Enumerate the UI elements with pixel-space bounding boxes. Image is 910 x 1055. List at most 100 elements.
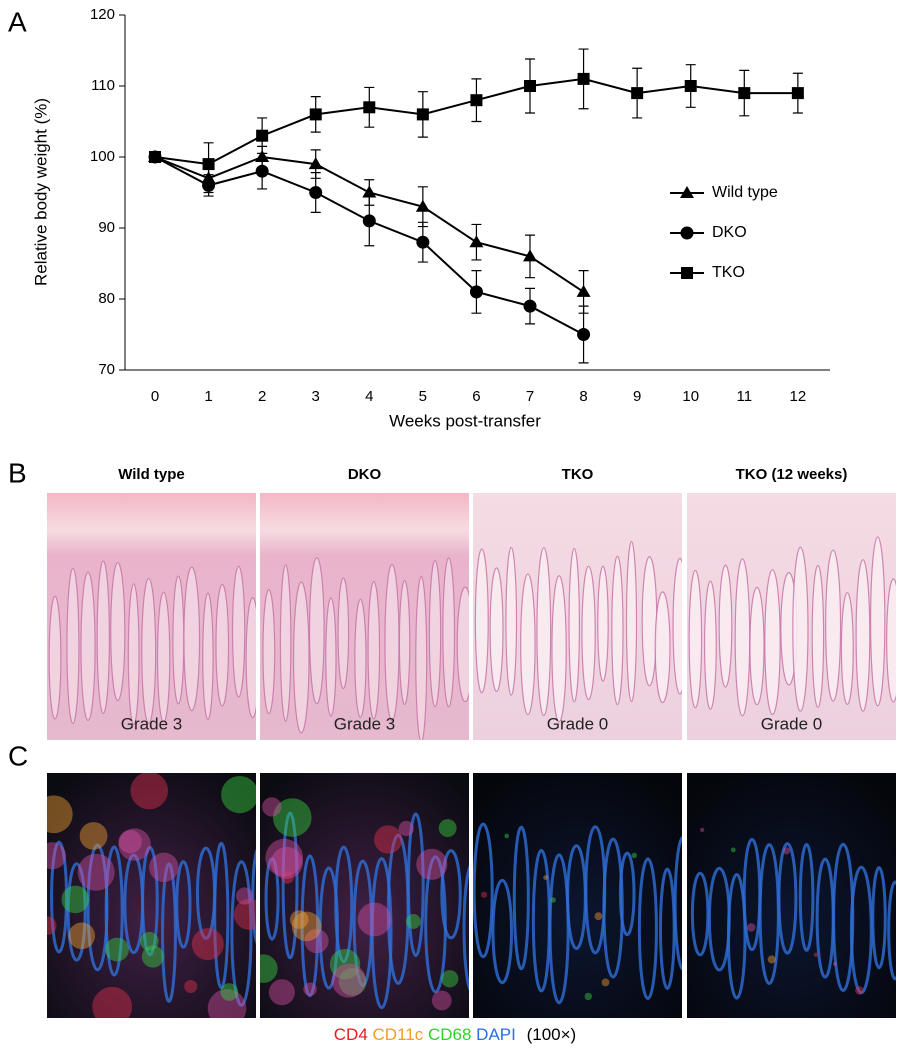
marker: [415, 199, 430, 212]
if-texture: [687, 773, 896, 1018]
caption-word: DAPI: [476, 1025, 516, 1044]
gland: [66, 862, 87, 962]
y-tick-label: 120: [90, 6, 115, 23]
x-tick-label: 8: [579, 388, 587, 405]
crypt: [456, 586, 469, 703]
crypt: [840, 592, 854, 705]
crypt: [384, 563, 400, 722]
marker: [680, 186, 694, 198]
caption-word: CD4: [334, 1025, 368, 1044]
marker: [684, 80, 697, 92]
legend-label: DKO: [712, 224, 747, 241]
crypt: [825, 549, 842, 702]
grade-label: Grade 3: [334, 714, 395, 733]
y-tick-label: 80: [98, 290, 115, 307]
crypt: [641, 556, 658, 687]
marker: [738, 87, 751, 100]
stain: [77, 853, 115, 891]
marker: [416, 235, 430, 249]
gland: [281, 811, 299, 960]
crypt: [325, 597, 337, 717]
y-axis-label: Relative body weight (%): [31, 98, 50, 286]
if-bg: [687, 773, 896, 1018]
stain: [207, 989, 247, 1018]
crypt: [110, 561, 126, 702]
stain: [480, 891, 488, 898]
stain: [700, 827, 705, 832]
stain: [47, 916, 57, 935]
crypt: [202, 592, 214, 721]
gland: [690, 871, 710, 957]
gland: [887, 880, 896, 981]
gland: [512, 825, 530, 971]
crypt: [811, 564, 825, 709]
marker: [309, 108, 322, 121]
stain: [441, 970, 459, 988]
x-tick-label: 6: [472, 388, 480, 405]
he-image: TKO Grade 0: [473, 466, 682, 740]
crypt: [172, 575, 185, 705]
he-texture: [473, 493, 682, 740]
grade-label: Grade 3: [121, 714, 182, 733]
stain: [268, 979, 295, 1006]
gland: [462, 864, 469, 992]
gland: [264, 857, 280, 941]
crypt: [215, 583, 230, 707]
y-tick-label: 110: [91, 77, 115, 94]
crypt: [886, 578, 896, 703]
stain: [357, 902, 392, 937]
crypt: [551, 575, 567, 723]
stain: [601, 978, 610, 987]
marker: [255, 164, 269, 178]
stain: [291, 911, 322, 942]
crypt: [597, 565, 609, 682]
crypt: [308, 557, 325, 705]
marker: [631, 87, 644, 100]
crypt: [870, 536, 886, 707]
marker: [681, 267, 693, 279]
if-image: [473, 773, 682, 1018]
stain: [221, 776, 256, 814]
crypt: [231, 565, 246, 698]
x-tick-label: 4: [365, 388, 373, 405]
grade-label: Grade 0: [547, 714, 608, 733]
stain: [329, 948, 361, 980]
stain: [236, 887, 254, 905]
crypt: [688, 569, 703, 709]
stain: [273, 798, 312, 837]
crypt: [292, 581, 310, 734]
x-tick-label: 1: [204, 388, 212, 405]
crypt: [337, 577, 350, 690]
stain: [118, 828, 151, 861]
crypt: [536, 547, 552, 717]
crypt: [127, 583, 140, 726]
stain: [416, 848, 448, 880]
he-image: TKO (12 weeks) Grade 0: [687, 466, 896, 740]
crypt: [398, 579, 411, 705]
he-texture: [687, 493, 896, 740]
x-tick-label: 2: [258, 388, 266, 405]
if-image: [687, 773, 896, 1018]
caption-word: (100×): [527, 1025, 577, 1044]
gland: [104, 845, 124, 977]
legend-label: TKO: [712, 264, 745, 281]
stain: [92, 986, 133, 1018]
crypt: [749, 586, 765, 706]
x-tick-label: 0: [151, 388, 159, 405]
y-tick-label: 100: [90, 148, 115, 165]
if-texture: [473, 773, 682, 1018]
x-tick-label: 3: [312, 388, 320, 405]
crypt: [474, 548, 489, 694]
x-axis-label: Weeks post-transfer: [389, 411, 541, 430]
crypt: [764, 569, 781, 716]
gland: [251, 848, 256, 945]
stain: [220, 983, 239, 1001]
marker: [469, 285, 483, 299]
stain: [783, 847, 791, 855]
marker: [523, 249, 537, 262]
stain: [79, 822, 108, 850]
crypt: [792, 546, 809, 712]
marker: [149, 151, 161, 163]
gland: [473, 822, 494, 959]
crypt: [367, 580, 381, 720]
